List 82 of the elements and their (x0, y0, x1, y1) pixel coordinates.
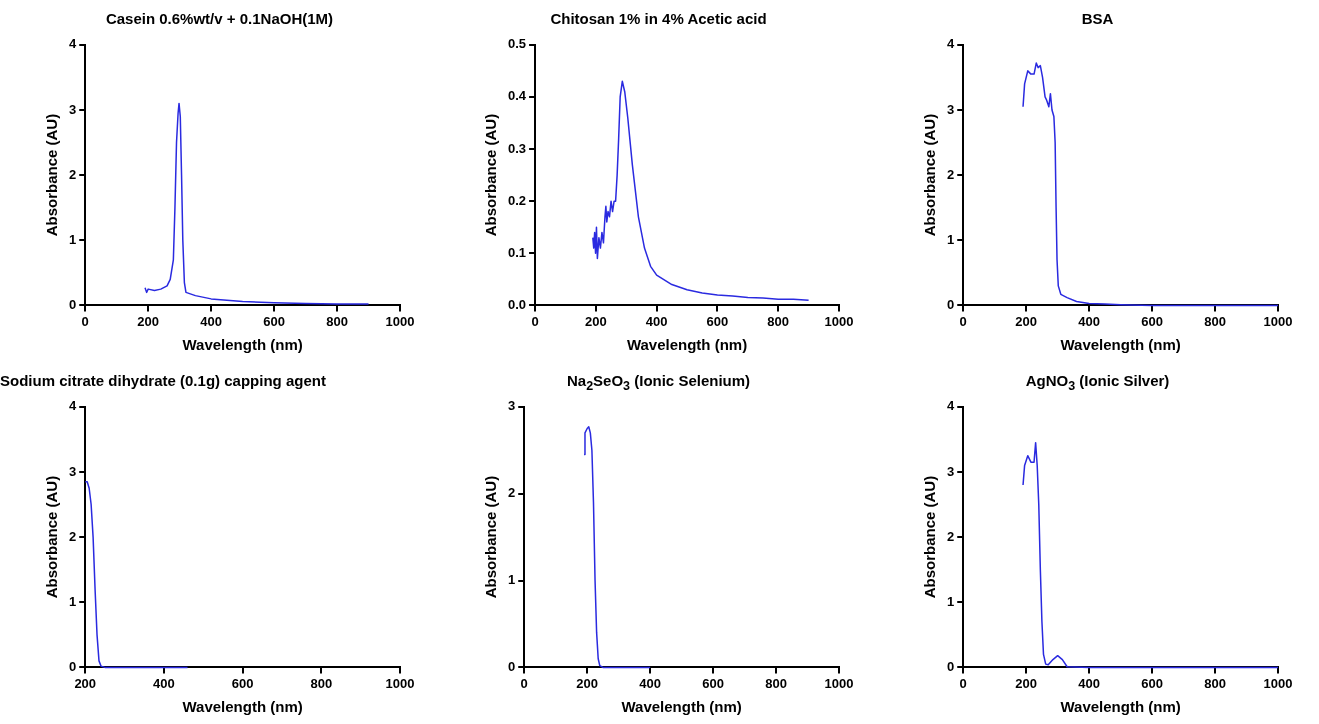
chart-title: Casein 0.6%wt/v + 0.1NaOH(1M) (104, 9, 335, 29)
x-axis-title: Wavelength (nm) (626, 336, 748, 354)
x-tick-label: 600 (706, 313, 729, 329)
x-tick-label: 600 (231, 675, 254, 691)
y-tick-label: 1 (508, 572, 516, 588)
x-axis-title: Wavelength (nm) (182, 698, 303, 716)
x-tick-label: 400 (645, 313, 668, 329)
x-tick-label: 0 (81, 313, 89, 329)
x-tick-label: 800 (767, 313, 790, 329)
y-tick-label: 0.4 (507, 88, 527, 104)
y-tick-label: 3 (69, 463, 77, 479)
y-tick-label: 0.5 (507, 36, 527, 52)
x-tick-label: 200 (576, 675, 599, 691)
y-tick-label: 2 (508, 485, 516, 501)
y-tick-label: 4 (947, 398, 955, 414)
y-axis-title: Absorbance (AU) (43, 113, 61, 237)
y-tick-label: 2 (947, 528, 955, 544)
y-tick-label: 2 (69, 166, 77, 182)
y-tick-label: 0 (69, 658, 77, 674)
x-tick-label: 1000 (385, 675, 415, 691)
y-tick-label: 0 (947, 296, 955, 312)
y-tick-label: 1 (69, 231, 77, 247)
y-tick-label: 3 (69, 101, 77, 117)
chart-title: BSA (1080, 9, 1115, 29)
x-tick-label: 0 (531, 313, 539, 329)
chart-title: Chitosan 1% in 4% Acetic acid (549, 9, 768, 29)
y-axis-title: Absorbance (AU) (921, 113, 939, 237)
y-tick-label: 0 (508, 658, 516, 674)
y-axis-title: Absorbance (AU) (43, 475, 61, 599)
y-tick-label: 1 (947, 231, 955, 247)
x-tick-label: 400 (153, 675, 175, 691)
x-tick-label: 800 (326, 313, 348, 329)
x-tick-label: 1000 (385, 313, 415, 329)
x-tick-label: 400 (1078, 313, 1100, 329)
y-tick-label: 4 (69, 36, 77, 52)
x-tick-label: 1000 (1263, 313, 1293, 329)
x-tick-label: 200 (137, 313, 160, 329)
y-axis-title: Absorbance (AU) (482, 113, 500, 237)
y-tick-label: 3 (947, 101, 955, 117)
y-tick-label: 0.2 (507, 192, 527, 208)
y-axis-title: Absorbance (AU) (921, 475, 939, 599)
y-tick-label: 3 (947, 463, 955, 479)
x-tick-label: 400 (1078, 675, 1100, 691)
x-tick-label: 200 (74, 675, 97, 691)
x-tick-label: 200 (585, 313, 607, 329)
x-tick-label: 600 (1141, 675, 1163, 691)
chart-title: Sodium citrate dihydrate (0.1g) capping agent (0, 371, 327, 391)
x-tick-label: 400 (639, 675, 661, 691)
x-tick-label: 400 (200, 313, 222, 329)
y-tick-label: 2 (947, 166, 955, 182)
x-tick-label: 1000 (824, 675, 854, 691)
x-tick-label: 600 (702, 675, 724, 691)
y-tick-label: 0.0 (507, 296, 527, 312)
x-tick-label: 600 (1141, 313, 1163, 329)
x-axis-title: Wavelength (nm) (621, 698, 742, 716)
chart-title: AgNO$_{3}$ (Ionic Silver) (1024, 371, 1171, 395)
y-tick-label: 3 (508, 398, 516, 414)
x-tick-label: 1000 (824, 313, 854, 329)
y-tick-label: 1 (947, 593, 955, 609)
y-tick-label: 0.1 (507, 244, 527, 260)
x-tick-label: 600 (263, 313, 285, 329)
x-tick-label: 200 (1015, 675, 1038, 691)
y-tick-label: 4 (947, 36, 955, 52)
chart-title: Na$_{2}$SeO$_{3}$ (Ionic Selenium) (565, 371, 752, 395)
x-tick-label: 800 (310, 675, 333, 691)
y-axis-title: Absorbance (AU) (482, 475, 500, 599)
y-tick-label: 1 (69, 593, 77, 609)
y-tick-label: 4 (69, 398, 77, 414)
y-tick-label: 2 (69, 528, 77, 544)
x-axis-title: Wavelength (nm) (1060, 336, 1181, 354)
x-tick-label: 800 (1204, 675, 1226, 691)
x-axis-title: Wavelength (nm) (182, 336, 303, 354)
x-tick-label: 1000 (1263, 675, 1293, 691)
y-tick-label: 0.3 (507, 140, 527, 156)
x-tick-label: 800 (765, 675, 787, 691)
y-tick-label: 0 (69, 296, 77, 312)
x-axis-title: Wavelength (nm) (1060, 698, 1181, 716)
x-tick-label: 800 (1204, 313, 1226, 329)
x-tick-label: 0 (959, 675, 967, 691)
y-tick-label: 0 (947, 658, 955, 674)
x-tick-label: 200 (1015, 313, 1038, 329)
x-tick-label: 0 (959, 313, 967, 329)
